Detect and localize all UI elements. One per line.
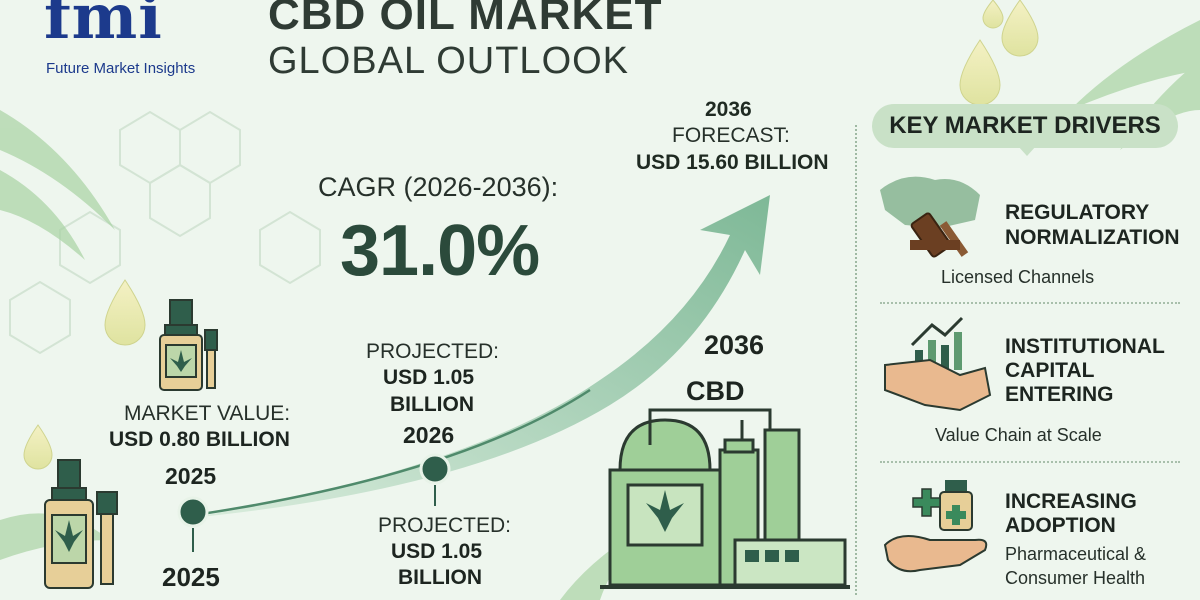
logo-subtitle: Future Market Insights bbox=[46, 60, 196, 77]
gavel-globe-icon bbox=[880, 176, 980, 258]
market-value-label: MARKET VALUE: bbox=[124, 402, 291, 425]
forecast-value: USD 15.60 BILLION bbox=[636, 151, 829, 174]
projected-value-upper-line1: USD 1.05 bbox=[383, 366, 475, 389]
marker-2026 bbox=[419, 453, 451, 485]
driver-1-subtitle: Licensed Channels bbox=[941, 267, 1095, 287]
factory-label: CBD bbox=[686, 376, 745, 406]
hexagon-pattern bbox=[9, 110, 321, 355]
cagr-value: 31.0% bbox=[340, 211, 540, 291]
driver-separator-2 bbox=[880, 461, 1180, 463]
cbd-bottle-large-icon bbox=[44, 459, 118, 589]
page-subtitle: GLOBAL OUTLOOK bbox=[268, 40, 630, 82]
oil-drops bbox=[23, 0, 1039, 470]
handshake-growth-icon bbox=[884, 316, 992, 412]
drivers-heading-pointer bbox=[1018, 146, 1036, 156]
panel-divider bbox=[855, 125, 857, 595]
forecast-year: 2036 bbox=[705, 98, 752, 121]
driver-3-subtitle-line2: Consumer Health bbox=[1005, 568, 1146, 588]
driver-separator-1 bbox=[880, 302, 1180, 304]
market-value-amount: USD 0.80 BILLION bbox=[109, 428, 290, 451]
year-2036: 2036 bbox=[704, 330, 765, 360]
hand-medicine-icon bbox=[883, 480, 988, 573]
cagr-label: CAGR (2026-2036): bbox=[318, 172, 559, 202]
driver-3-title-line2: ADOPTION bbox=[1005, 514, 1116, 537]
forecast-label: FORECAST: bbox=[672, 124, 790, 147]
year-2026: 2026 bbox=[403, 422, 455, 448]
cbd-factory-icon bbox=[600, 408, 850, 589]
driver-3-title-line1: INCREASING bbox=[1005, 490, 1137, 513]
driver-2-subtitle: Value Chain at Scale bbox=[935, 425, 1102, 445]
year-2025-upper: 2025 bbox=[165, 463, 217, 489]
projected-value-lower-line2: BILLION bbox=[398, 566, 482, 589]
driver-2-title-line1: INSTITUTIONAL bbox=[1005, 335, 1165, 358]
projected-value-upper-line2: BILLION bbox=[390, 393, 474, 416]
drivers-heading: KEY MARKET DRIVERS bbox=[872, 104, 1178, 148]
driver-2-title-line3: ENTERING bbox=[1005, 383, 1114, 406]
projected-value-lower-line1: USD 1.05 bbox=[391, 540, 483, 563]
page-title: CBD OIL MARKET bbox=[268, 0, 663, 39]
marker-2025 bbox=[177, 496, 209, 528]
fmi-logo: fmi bbox=[44, 0, 163, 53]
driver-1-title-line2: NORMALIZATION bbox=[1005, 226, 1180, 249]
driver-2-title-line2: CAPITAL bbox=[1005, 359, 1095, 382]
growth-arrow bbox=[190, 195, 770, 518]
driver-3-subtitle-line1: Pharmaceutical & bbox=[1005, 544, 1147, 564]
year-2025-lower: 2025 bbox=[162, 562, 220, 592]
cbd-bottle-small-icon bbox=[159, 299, 218, 391]
projected-label-upper: PROJECTED: bbox=[366, 340, 500, 363]
driver-1-title-line1: REGULATORY bbox=[1005, 201, 1150, 224]
projected-label-lower: PROJECTED: bbox=[378, 514, 512, 537]
